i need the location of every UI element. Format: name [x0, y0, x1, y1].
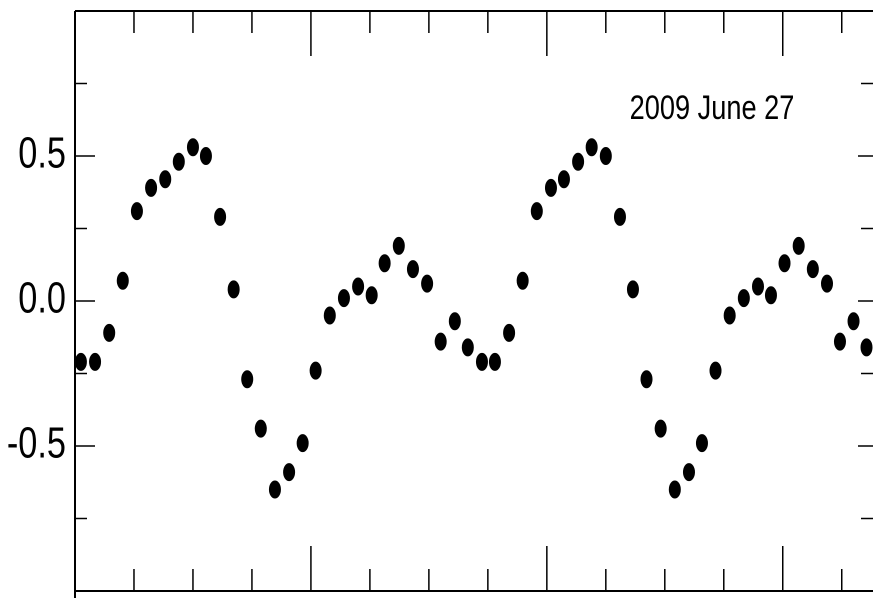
point: [792, 236, 805, 255]
point: [488, 352, 501, 371]
annotation: 2009 June 27: [630, 88, 795, 127]
point: [159, 170, 172, 189]
point: [516, 271, 529, 290]
point: [199, 147, 212, 165]
point: [103, 323, 116, 342]
point: [337, 289, 350, 308]
point: [130, 202, 143, 221]
point: [448, 312, 461, 331]
point: [475, 352, 488, 371]
point: [751, 277, 764, 296]
point: [640, 370, 653, 389]
point: [461, 338, 474, 357]
y-tick-label: 0.5: [18, 129, 66, 178]
point: [544, 178, 557, 197]
point: [613, 207, 626, 226]
point: [820, 274, 833, 293]
point: [268, 480, 281, 499]
y-tick-label: -0.5: [7, 419, 66, 468]
point: [626, 280, 639, 299]
point: [557, 170, 570, 189]
point: [365, 286, 378, 305]
point: [89, 352, 102, 371]
point: [172, 152, 185, 171]
point: [378, 254, 391, 273]
point: [254, 419, 267, 438]
point: [572, 152, 585, 171]
point: [214, 207, 227, 226]
point: [296, 434, 309, 453]
point: [723, 306, 736, 325]
point: [585, 138, 598, 157]
point: [283, 463, 296, 482]
point: [709, 361, 722, 380]
point: [695, 434, 708, 453]
point: [599, 147, 612, 165]
point: [421, 274, 434, 293]
point: [806, 260, 819, 279]
point: [186, 138, 199, 157]
point: [227, 280, 240, 299]
point: [737, 289, 750, 308]
point: [847, 312, 860, 331]
y-tick-label: 0.0: [18, 274, 66, 323]
point: [434, 332, 447, 351]
point: [668, 480, 681, 499]
point: [352, 277, 365, 296]
point: [74, 352, 87, 371]
point: [682, 463, 695, 482]
point: [833, 332, 846, 351]
point: [503, 323, 516, 342]
point: [654, 419, 667, 438]
point: [145, 178, 158, 197]
point: [778, 254, 791, 273]
point: [530, 202, 543, 221]
point: [309, 361, 322, 380]
point: [392, 236, 405, 255]
point: [406, 260, 419, 279]
point: [116, 271, 129, 290]
point: [860, 338, 873, 357]
point: [241, 370, 254, 389]
point: [323, 306, 336, 325]
point: [764, 286, 777, 305]
